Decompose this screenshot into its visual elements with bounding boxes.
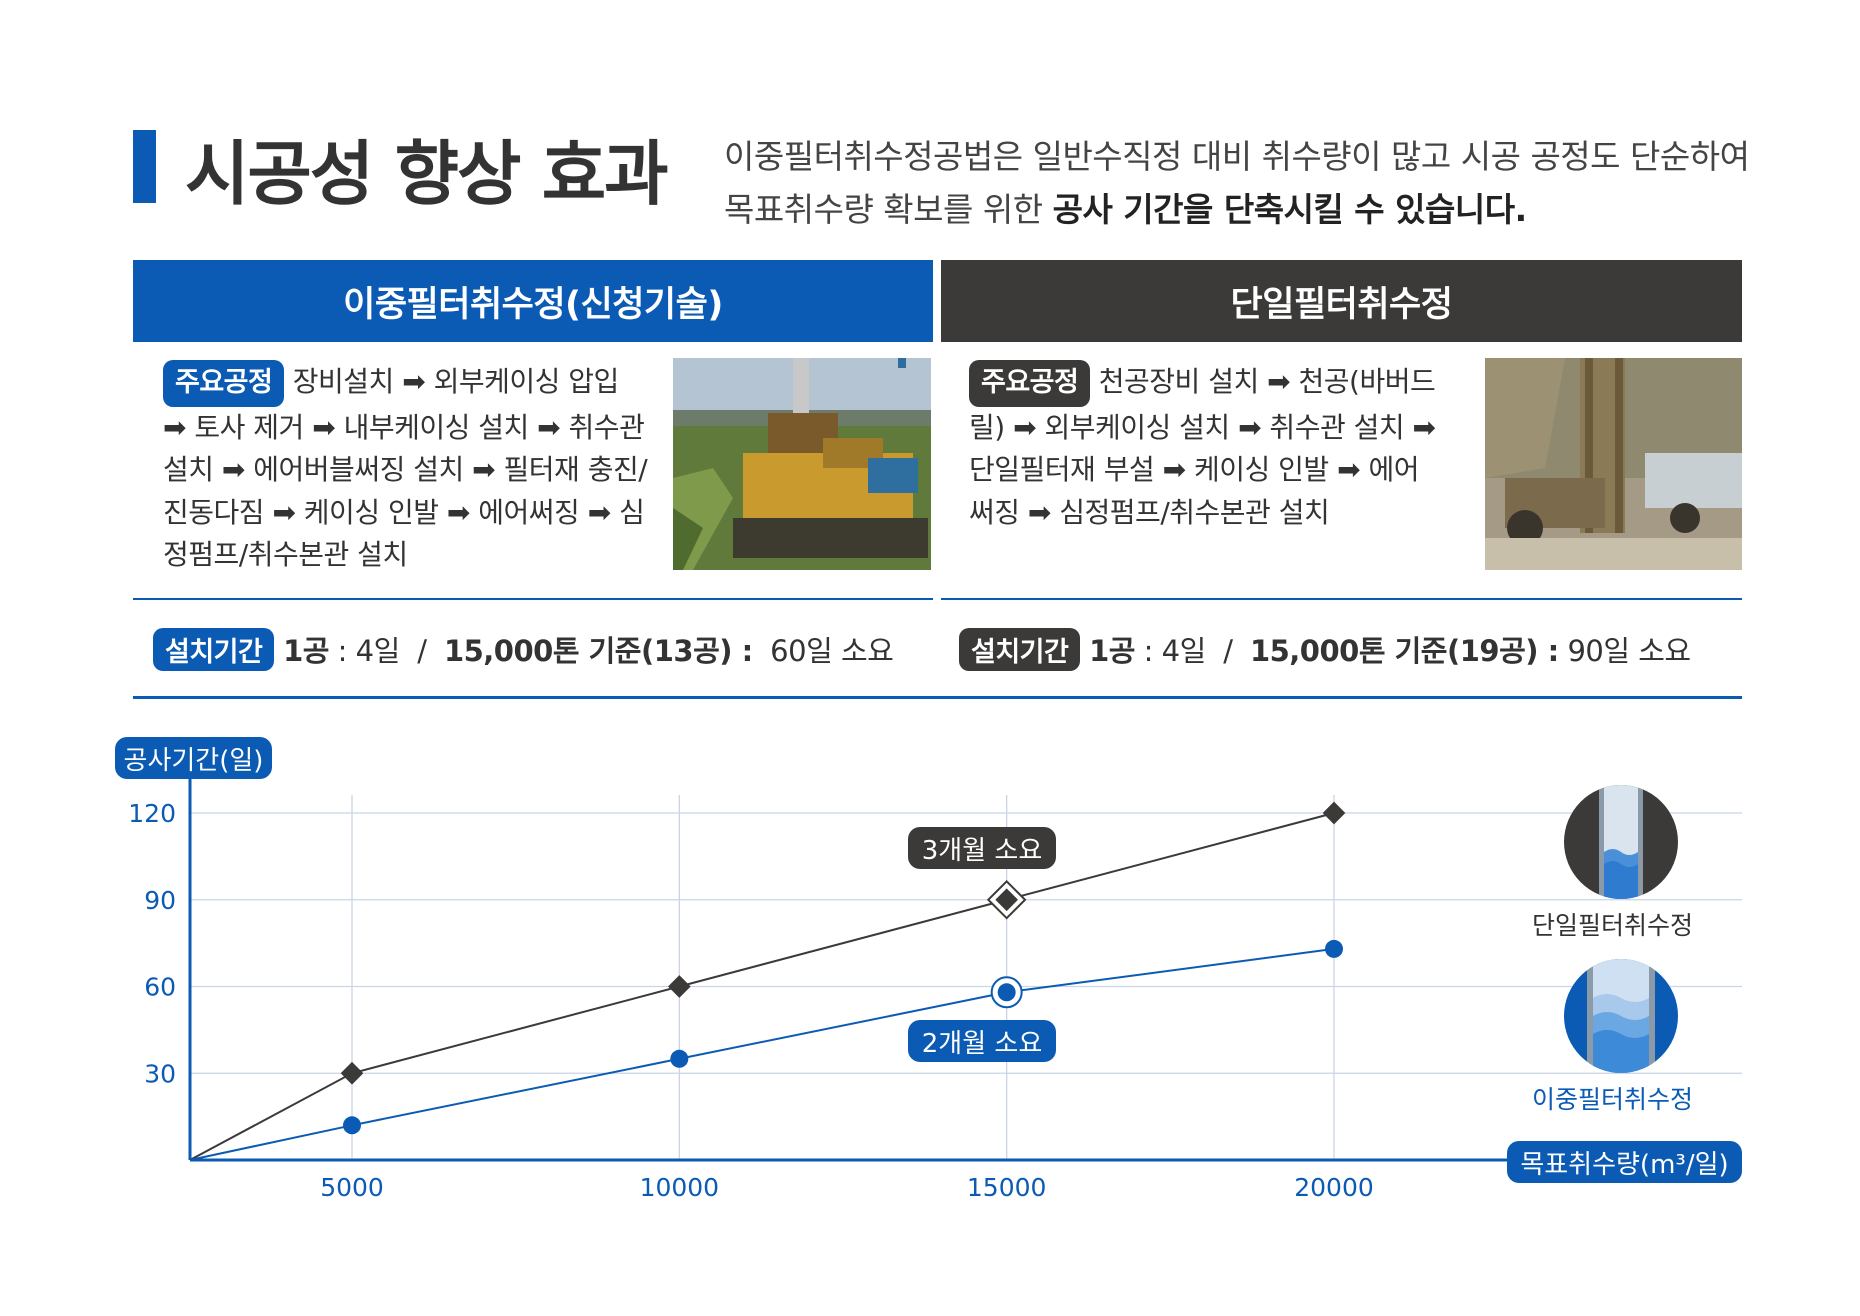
section-divider bbox=[133, 696, 1742, 699]
double-filter-install-period: 설치기간 1공 : 4일 / 15,000톤 기준(13공) : 60일 소요 bbox=[153, 628, 894, 671]
x-tick-label: 20000 bbox=[1294, 1173, 1374, 1202]
y-tick-label: 90 bbox=[144, 886, 176, 915]
data-point-double-filter bbox=[997, 983, 1016, 1002]
title-accent-bar bbox=[133, 130, 156, 203]
process-badge: 주요공정 bbox=[163, 360, 285, 407]
series-line-double-filter bbox=[189, 947, 1335, 1161]
description-line-2: 목표취수량 확보를 위한 공사 기간을 단축시킬 수 있습니다. bbox=[724, 183, 1527, 231]
data-point-single-filter bbox=[668, 975, 691, 998]
y-tick-label: 120 bbox=[128, 799, 176, 828]
data-point-double-filter bbox=[670, 1049, 689, 1068]
y-tick-label: 60 bbox=[144, 973, 176, 1002]
data-point-single-filter bbox=[340, 1061, 364, 1085]
divider-left bbox=[133, 598, 933, 600]
install-unit: 1공 bbox=[1089, 634, 1135, 668]
install-days: : 4일 / bbox=[1134, 634, 1250, 668]
description-bold: 공사 기간을 단축시킬 수 있습니다. bbox=[1052, 190, 1528, 229]
drilling-rig-photo bbox=[1485, 358, 1742, 570]
single-filter-header: 단일필터취수정 bbox=[941, 260, 1742, 342]
single-filter-process: 주요공정 천공장비 설치 ➡ 천공(바버드릴) ➡ 외부케이싱 설치 ➡ 취수관… bbox=[969, 360, 1439, 534]
data-point-double-filter bbox=[343, 1116, 361, 1135]
process-text: 장비설치 ➡ 외부케이싱 압입 ➡ 토사 제거 ➡ 내부케이싱 설치 ➡ 취수관… bbox=[163, 365, 648, 571]
install-badge: 설치기간 bbox=[959, 628, 1081, 671]
x-tick-label: 15000 bbox=[967, 1173, 1047, 1202]
install-basis: 15,000톤 기준(19공) : bbox=[1249, 634, 1559, 668]
data-point-single-filter bbox=[1322, 801, 1346, 825]
install-total: 90일 소요 bbox=[1558, 634, 1691, 668]
legend-double-filter: 이중필터취수정 bbox=[1532, 1085, 1694, 1114]
x-tick-label: 10000 bbox=[640, 1173, 720, 1202]
drilling-equipment-photo bbox=[673, 358, 931, 570]
divider-right bbox=[941, 598, 1742, 600]
x-axis-label: 목표취수량(m³/일) bbox=[1507, 1141, 1742, 1183]
process-text: 천공장비 설치 ➡ 천공(바버드릴) ➡ 외부케이싱 설치 ➡ 취수관 설치 ➡… bbox=[969, 365, 1436, 529]
install-total: 60일 소요 bbox=[752, 634, 894, 668]
double-filter-well-icon bbox=[1563, 958, 1679, 1074]
process-badge: 주요공정 bbox=[969, 360, 1091, 407]
data-point-double-filter bbox=[1325, 939, 1343, 958]
install-badge: 설치기간 bbox=[153, 628, 275, 671]
double-filter-process: 주요공정 장비설치 ➡ 외부케이싱 압입 ➡ 토사 제거 ➡ 내부케이싱 설치 … bbox=[163, 360, 648, 577]
description-normal: 목표취수량 확보를 위한 bbox=[724, 190, 1053, 229]
description-line-1: 이중필터취수정공법은 일반수직정 대비 취수량이 많고 시공 공정도 단순하여 bbox=[724, 137, 1750, 176]
annotation-double-filter: 2개월 소요 bbox=[908, 1020, 1056, 1062]
double-filter-header: 이중필터취수정(신청기술) bbox=[133, 260, 933, 342]
install-basis: 15,000톤 기준(13공) : bbox=[443, 634, 753, 668]
install-days: : 4일 / bbox=[328, 634, 444, 668]
install-unit: 1공 bbox=[283, 634, 329, 668]
single-filter-install-period: 설치기간 1공 : 4일 / 15,000톤 기준(19공) : 90일 소요 bbox=[959, 628, 1691, 671]
legend-single-filter: 단일필터취수정 bbox=[1532, 911, 1694, 940]
page-title: 시공성 향상 효과 bbox=[185, 133, 669, 215]
y-tick-label: 30 bbox=[144, 1059, 176, 1088]
y-axis-label: 공사기간(일) bbox=[115, 737, 272, 779]
annotation-single-filter: 3개월 소요 bbox=[908, 827, 1056, 869]
data-point-single-filter bbox=[995, 888, 1018, 912]
x-tick-label: 5000 bbox=[320, 1173, 384, 1202]
single-filter-well-icon bbox=[1563, 784, 1679, 900]
